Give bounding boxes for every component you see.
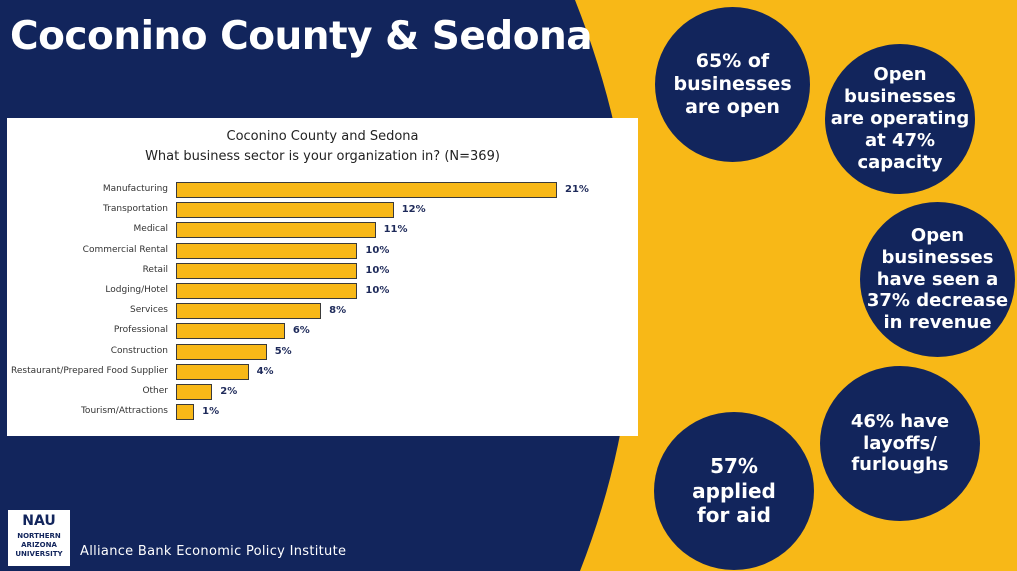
bar xyxy=(176,182,557,198)
value-label: 11% xyxy=(383,224,408,236)
logo-text: NAU xyxy=(22,513,56,529)
stat-text: 65% of businesses are open xyxy=(673,49,792,119)
category-label: Transportation xyxy=(103,204,168,215)
stat-text: 57% applied for aid xyxy=(692,454,776,528)
category-label: Professional xyxy=(113,325,168,336)
bar xyxy=(176,202,394,219)
value-label: 21% xyxy=(565,184,589,195)
bar xyxy=(176,262,358,279)
value-label: 5% xyxy=(274,345,292,357)
stat-text: Open businesses have seen a 37% decrease… xyxy=(866,224,1009,334)
bar xyxy=(176,222,376,239)
logo-line: UNIVERSITY xyxy=(15,550,63,558)
bar xyxy=(176,384,213,400)
value-label: 8% xyxy=(329,305,347,317)
logo-line: ARIZONA xyxy=(21,541,57,549)
bar xyxy=(176,303,322,320)
category-label: Services xyxy=(130,305,168,316)
value-label: 6% xyxy=(292,325,310,337)
value-label: 2% xyxy=(220,386,238,397)
category-label: Lodging/Hotel xyxy=(105,285,168,295)
bar xyxy=(176,323,285,340)
footer-text: Alliance Bank Economic Policy Institute xyxy=(80,544,347,559)
category-label: Manufacturing xyxy=(102,184,168,194)
category-label: Restaurant/Prepared Food Supplier xyxy=(11,365,168,376)
category-label: Tourism/Attractions xyxy=(80,406,168,417)
category-label: Medical xyxy=(133,224,168,235)
bar xyxy=(176,283,358,299)
chart-panel: Coconino County and Sedona What business… xyxy=(7,118,638,436)
category-label: Other xyxy=(142,386,168,396)
chart-subtitle: What business sector is your organizatio… xyxy=(145,149,500,164)
chart-title: Coconino County and Sedona xyxy=(226,129,419,144)
category-label: Retail xyxy=(142,264,168,275)
bar xyxy=(176,404,195,421)
value-label: 4% xyxy=(256,365,274,377)
bar xyxy=(176,242,358,259)
stat-bubble-capacity: Open businesses are operating at 47% cap… xyxy=(825,44,975,194)
stat-text: 46% have layoffs/ furloughs xyxy=(850,410,950,476)
logo-line: NORTHERN xyxy=(17,532,61,540)
bar xyxy=(176,343,267,360)
value-label: 1% xyxy=(202,406,220,418)
stat-text: Open businesses are operating at 47% cap… xyxy=(830,64,970,173)
category-label: Commercial Rental xyxy=(82,244,168,255)
stat-bubble-open: 65% of businesses are open xyxy=(655,7,810,162)
value-label: 12% xyxy=(401,204,426,216)
value-label: 10% xyxy=(365,244,390,256)
bar xyxy=(176,363,249,380)
stat-bubble-layoffs: 46% have layoffs/ furloughs xyxy=(820,366,980,521)
nau-logo: NAU NORTHERN ARIZONA UNIVERSITY xyxy=(8,510,70,566)
page-title: Coconino County & Sedona xyxy=(10,14,593,59)
value-label: 10% xyxy=(365,285,390,296)
category-label: Construction xyxy=(110,345,168,356)
stat-bubble-revenue: Open businesses have seen a 37% decrease… xyxy=(860,202,1015,357)
value-label: 10% xyxy=(365,264,390,276)
stat-bubble-aid: 57% applied for aid xyxy=(654,412,814,570)
